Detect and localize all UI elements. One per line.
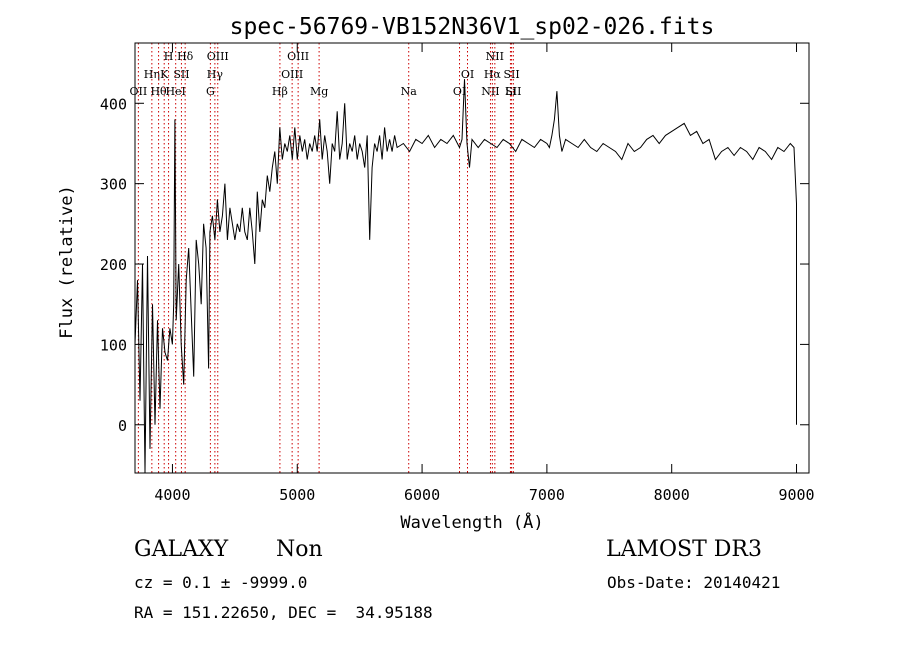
y-tick-label-3: 300 xyxy=(100,176,127,194)
line-marker-label-8: G xyxy=(206,85,215,98)
line-marker-label-17: OI xyxy=(461,68,474,81)
line-marker-label-1: Hη xyxy=(144,68,160,81)
line-marker-label-5: HeI xyxy=(165,85,185,98)
line-marker-label-10: OIII xyxy=(207,50,229,63)
line-marker-label-18: NII xyxy=(481,85,499,98)
line-marker-label-2: Hθ xyxy=(150,85,167,98)
line-marker-label-3: K xyxy=(160,68,169,81)
x-tick-label-0: 4000 xyxy=(154,486,190,504)
line-marker-label-19: Hα xyxy=(484,68,502,81)
line-marker-label-15: Na xyxy=(401,85,418,98)
line-marker-label-6: SII xyxy=(173,68,189,81)
line-marker-label-0: OII xyxy=(130,85,148,98)
survey-label: LAMOST DR3 xyxy=(606,537,762,562)
obs-date-text: Obs-Date: 20140421 xyxy=(607,573,781,592)
x-axis-label: Wavelength (Å) xyxy=(400,511,543,533)
line-marker-label-12: OIII xyxy=(281,68,303,81)
x-tick-label-3: 7000 xyxy=(529,486,565,504)
x-tick-label-2: 6000 xyxy=(404,486,440,504)
line-marker-label-4: H xyxy=(164,50,174,63)
line-marker-label-23: SII xyxy=(505,85,521,98)
y-tick-label-1: 100 xyxy=(100,336,127,354)
plot-frame xyxy=(134,42,810,474)
spectrum-line xyxy=(134,79,797,474)
line-marker-label-13: OIII xyxy=(287,50,309,63)
chart-title: spec-56769-VB152N36V1_sp02-026.fits xyxy=(230,14,715,40)
object-class: GALAXY xyxy=(134,537,229,562)
object-subclass: Non xyxy=(276,537,323,562)
redshift-text: cz = 0.1 ± -9999.0 xyxy=(134,573,308,592)
y-axis-label: Flux (relative) xyxy=(57,185,77,339)
line-marker-label-20: NII xyxy=(486,50,504,63)
line-marker-label-21: Li xyxy=(505,85,516,98)
line-marker-label-11: Hβ xyxy=(272,85,288,98)
line-marker-label-7: Hδ xyxy=(177,50,194,63)
y-tick-label-2: 200 xyxy=(100,256,127,274)
y-tick-label-4: 400 xyxy=(100,95,127,113)
axis-ticks: 4000 5000 6000 7000 8000 9000 0 100 200 300 400 xyxy=(100,43,815,504)
line-markers: OII Hη Hθ KH HeI SII Hδ G Hγ OIII Hβ OIII OIII Mg Na OI… xyxy=(130,43,521,473)
x-tick-label-1: 5000 xyxy=(279,486,315,504)
x-tick-label-4: 8000 xyxy=(654,486,690,504)
spectrum-series xyxy=(134,79,797,474)
coordinates-text: RA = 151.22650, DEC = 34.95188 xyxy=(134,603,433,622)
x-tick-label-5: 9000 xyxy=(778,486,814,504)
line-marker-label-9: Hγ xyxy=(207,68,224,81)
line-marker-label-14: Mg xyxy=(310,85,328,98)
y-tick-label-0: 0 xyxy=(118,417,127,435)
line-marker-label-22: SII xyxy=(503,68,519,81)
line-marker-label-16: OI xyxy=(453,85,466,98)
